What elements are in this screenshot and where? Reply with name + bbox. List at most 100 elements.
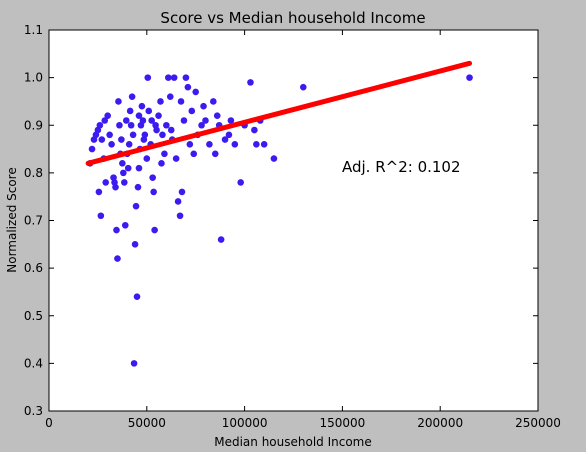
data-point xyxy=(118,136,125,143)
data-point xyxy=(102,179,110,186)
data-point xyxy=(98,136,106,143)
data-point xyxy=(170,74,178,81)
data-point xyxy=(139,117,147,124)
data-point xyxy=(155,112,162,120)
y-tick-label: 0.8 xyxy=(24,166,43,180)
data-point xyxy=(106,131,113,139)
data-point xyxy=(144,74,152,81)
y-tick-label: 0.5 xyxy=(24,309,43,323)
data-point xyxy=(149,174,156,181)
data-point xyxy=(135,164,143,172)
data-point xyxy=(130,360,138,367)
data-point xyxy=(180,117,188,124)
y-tick-label: 0.4 xyxy=(24,356,43,370)
y-tick-label: 1.0 xyxy=(24,71,43,85)
data-point xyxy=(260,141,268,148)
x-tick-label: 0 xyxy=(45,416,53,430)
x-tick-label: 200000 xyxy=(417,416,463,430)
data-point xyxy=(186,141,194,148)
data-point xyxy=(166,93,174,100)
data-point xyxy=(135,112,143,120)
data-point xyxy=(237,179,244,186)
r-squared-annotation: Adj. R^2: 0.102 xyxy=(342,158,461,176)
data-point xyxy=(152,121,159,129)
y-tick-label: 0.9 xyxy=(24,118,43,132)
data-point xyxy=(122,117,130,124)
data-point xyxy=(157,98,164,105)
y-tick-label: 1.1 xyxy=(24,23,43,37)
data-point xyxy=(184,83,192,91)
data-point xyxy=(97,212,105,220)
data-point xyxy=(198,121,205,129)
data-point xyxy=(217,236,225,243)
data-point xyxy=(121,179,128,186)
x-tick-label: 150000 xyxy=(319,416,365,430)
data-point xyxy=(115,98,122,105)
x-tick-label: 250000 xyxy=(515,416,561,430)
data-point xyxy=(134,183,142,191)
data-point xyxy=(126,107,134,115)
data-point xyxy=(113,226,120,234)
data-point xyxy=(182,74,190,81)
data-point xyxy=(145,107,153,115)
plot-area xyxy=(48,29,539,412)
data-point xyxy=(253,141,260,148)
data-point xyxy=(174,198,182,205)
y-axis-label: Normalized Score xyxy=(5,167,19,272)
data-point xyxy=(132,202,140,210)
data-point xyxy=(247,79,254,86)
data-point xyxy=(270,155,278,162)
data-point xyxy=(129,131,137,139)
data-point xyxy=(120,169,127,177)
data-point xyxy=(104,112,111,120)
data-point xyxy=(96,121,104,129)
data-point xyxy=(151,226,158,234)
data-point xyxy=(148,117,155,124)
data-point xyxy=(213,112,221,120)
data-point xyxy=(125,141,133,148)
data-point xyxy=(188,107,196,115)
chart-marks: 0 50000 100000 150000 200000 250000 0.3 0.4 0.5 0… xyxy=(24,23,561,430)
data-point xyxy=(210,98,217,105)
data-point xyxy=(138,102,146,110)
data-point xyxy=(121,221,129,229)
data-point xyxy=(165,74,172,81)
data-point xyxy=(167,126,175,134)
data-point xyxy=(227,117,235,124)
data-point xyxy=(299,83,307,91)
data-point xyxy=(158,160,165,167)
data-point xyxy=(159,131,166,139)
data-point xyxy=(211,150,219,158)
data-point xyxy=(95,188,103,196)
x-axis-label: Median household Income xyxy=(214,435,372,449)
data-point xyxy=(140,136,148,143)
data-point xyxy=(206,141,213,148)
data-point xyxy=(128,93,136,100)
data-point xyxy=(221,136,229,143)
data-point xyxy=(200,102,207,110)
chart-title: Score vs Median household Income xyxy=(160,9,425,27)
data-point xyxy=(177,98,185,105)
data-point xyxy=(116,121,123,129)
data-point xyxy=(163,121,170,129)
y-tick-label: 0.7 xyxy=(24,214,43,228)
data-point xyxy=(124,164,132,172)
data-point xyxy=(88,145,96,153)
data-point xyxy=(466,74,473,81)
data-point xyxy=(127,121,135,129)
data-point xyxy=(190,150,198,158)
x-tick-label: 100000 xyxy=(222,416,268,430)
data-point xyxy=(192,88,199,96)
data-point xyxy=(133,293,141,301)
data-point xyxy=(112,183,119,191)
data-point xyxy=(251,126,258,134)
data-point xyxy=(114,255,121,262)
data-point xyxy=(119,160,126,167)
data-point xyxy=(150,188,157,196)
data-point xyxy=(172,155,180,162)
data-point xyxy=(231,141,239,148)
data-point xyxy=(225,131,233,139)
data-point xyxy=(202,117,209,124)
y-tick-label: 0.6 xyxy=(24,261,43,275)
